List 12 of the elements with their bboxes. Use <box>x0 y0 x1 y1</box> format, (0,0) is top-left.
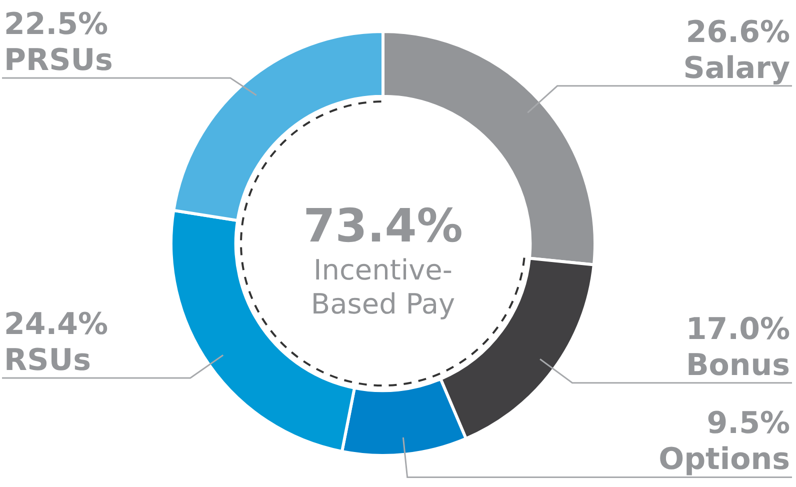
slice-label: Salary <box>683 50 790 86</box>
data-label: 22.5% <box>4 7 108 42</box>
text: Incentive-Based Pay <box>310 254 456 320</box>
slice-label: PRSUs <box>4 43 113 78</box>
data-label: 9.5% <box>706 406 790 442</box>
text: 73.4% <box>303 198 463 252</box>
slice-label: Bonus <box>686 348 790 383</box>
slice-label: Options <box>658 442 790 478</box>
data-label: 17.0% <box>686 312 790 347</box>
data-label: 24.4% <box>4 307 108 342</box>
data-label: 26.6% <box>686 14 790 50</box>
slice-label: RSUs <box>4 343 91 378</box>
